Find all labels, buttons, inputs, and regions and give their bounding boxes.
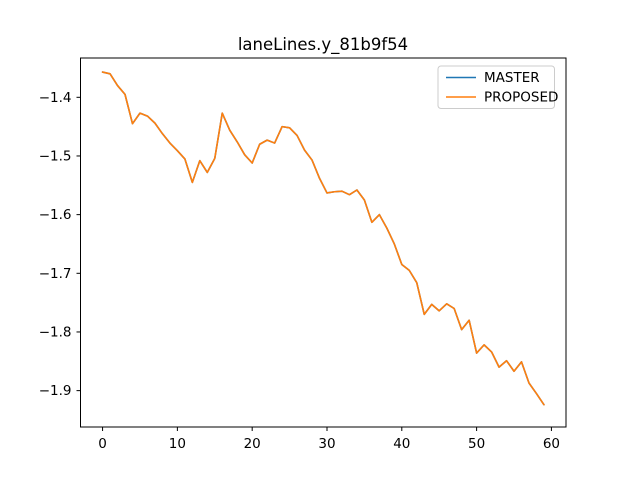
x-tick-label: 0 (98, 436, 107, 452)
y-tick-label: −1.6 (39, 207, 72, 223)
y-tick-label: −1.7 (39, 266, 72, 282)
x-tick-label: 40 (393, 436, 410, 452)
legend-label-proposed: PROPOSED (484, 90, 558, 106)
x-tick-label: 50 (468, 436, 485, 452)
y-tick-label: −1.4 (39, 90, 72, 106)
plot-frame (80, 57, 567, 428)
series-group (101, 71, 545, 406)
ticks-group: 0 10 20 30 40 50 60 −1.4 −1.5 −1.6 −1.7 −1.8 −1.9 (39, 90, 560, 452)
legend-box (437, 65, 555, 109)
y-tick-label: −1.9 (39, 383, 72, 399)
y-tick-label: −1.8 (39, 324, 72, 340)
x-tick-label: 10 (169, 436, 186, 452)
y-tick-label: −1.5 (39, 148, 72, 164)
legend: MASTER PROPOSED (437, 65, 558, 109)
series-line-proposed (101, 71, 545, 406)
legend-label-master: MASTER (484, 70, 540, 86)
chart-title: laneLines.y_81b9f54 (238, 35, 408, 55)
x-tick-label: 60 (543, 436, 560, 452)
x-tick-label: 30 (318, 436, 335, 452)
x-tick-label: 20 (244, 436, 261, 452)
series-line-master (101, 71, 545, 406)
